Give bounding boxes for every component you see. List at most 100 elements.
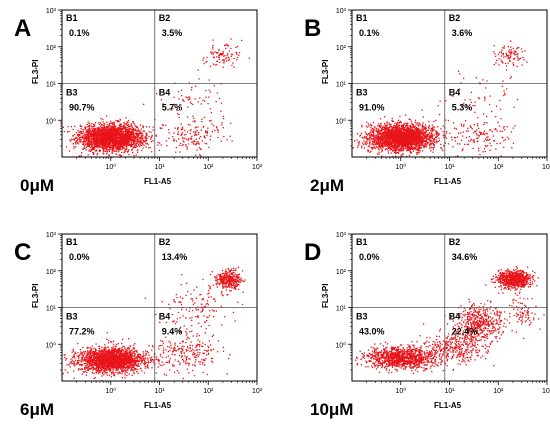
data-point: [85, 133, 87, 136]
data-point: [386, 134, 388, 136]
data-point: [95, 138, 97, 140]
data-point: [428, 141, 430, 144]
data-point: [155, 134, 157, 136]
data-point: [97, 127, 100, 129]
data-point: [134, 124, 136, 126]
data-point: [84, 134, 86, 137]
data-point: [387, 138, 390, 140]
data-point: [128, 141, 130, 143]
data-point: [412, 150, 415, 152]
data-point: [188, 96, 190, 98]
data-point: [389, 138, 391, 140]
data-point: [111, 127, 114, 129]
data-point: [99, 132, 101, 135]
data-point: [389, 143, 391, 145]
data-point: [138, 141, 140, 144]
data-point: [411, 143, 413, 145]
data-point: [195, 126, 197, 128]
data-point: [383, 142, 385, 144]
data-point: [150, 138, 152, 140]
data-point: [194, 141, 196, 143]
data-point: [179, 142, 182, 145]
data-point: [370, 150, 372, 152]
data-point: [420, 147, 423, 149]
data-point: [93, 133, 96, 135]
data-point: [193, 140, 195, 142]
data-point: [89, 129, 91, 131]
data-point: [378, 151, 380, 153]
data-point: [65, 146, 68, 148]
data-point: [105, 142, 107, 144]
data-point: [115, 147, 117, 149]
data-point: [398, 148, 400, 151]
data-point: [425, 127, 427, 130]
data-point: [215, 100, 217, 103]
data-point: [130, 132, 132, 134]
data-point: [127, 125, 130, 127]
data-point: [117, 134, 119, 137]
data-point: [190, 129, 192, 131]
data-point: [139, 124, 142, 126]
data-point: [102, 139, 104, 142]
data-point: [423, 125, 425, 127]
data-point: [86, 132, 88, 134]
data-point: [93, 136, 95, 138]
data-point: [99, 130, 101, 132]
data-point: [404, 132, 406, 134]
data-point: [131, 149, 133, 151]
data-point: [399, 134, 402, 137]
data-point: [421, 143, 423, 145]
data-point: [401, 127, 403, 129]
data-point: [108, 131, 111, 134]
data-point: [415, 128, 417, 130]
data-point: [379, 133, 382, 135]
data-point: [222, 53, 224, 56]
data-point: [91, 147, 93, 149]
data-point: [405, 147, 408, 149]
data-point: [393, 134, 395, 136]
data-point: [433, 126, 436, 128]
data-point: [378, 139, 380, 141]
data-point: [111, 125, 113, 127]
data-point: [378, 129, 380, 131]
data-point: [410, 152, 412, 154]
data-point: [377, 135, 379, 138]
data-point: [388, 140, 390, 143]
data-point: [422, 127, 424, 129]
data-point: [401, 128, 403, 130]
data-point: [143, 103, 145, 105]
data-point: [136, 139, 138, 141]
data-point: [88, 143, 90, 145]
data-point: [415, 133, 417, 136]
data-point: [71, 138, 73, 140]
data-point: [134, 129, 136, 132]
data-point: [392, 149, 394, 151]
data-point: [100, 122, 102, 124]
data-point: [67, 125, 69, 128]
data-point: [394, 128, 396, 130]
data-point: [216, 126, 218, 128]
data-point: [95, 141, 97, 143]
data-point: [88, 127, 91, 130]
data-point: [388, 147, 390, 150]
data-point: [135, 134, 138, 136]
data-point: [92, 153, 95, 155]
data-point: [400, 142, 402, 144]
data-point: [199, 148, 201, 150]
data-point: [116, 143, 118, 145]
data-point: [383, 135, 385, 137]
data-point: [435, 136, 437, 139]
data-point: [411, 148, 413, 150]
data-point: [368, 142, 371, 145]
data-point: [419, 144, 421, 146]
data-point: [99, 135, 101, 137]
data-point: [412, 136, 414, 138]
data-point: [395, 129, 397, 131]
data-point: [389, 137, 391, 139]
data-point: [72, 143, 75, 145]
data-point: [91, 142, 93, 144]
data-point: [120, 133, 123, 135]
data-point: [102, 143, 104, 146]
data-point: [405, 126, 407, 128]
data-point: [72, 135, 74, 137]
